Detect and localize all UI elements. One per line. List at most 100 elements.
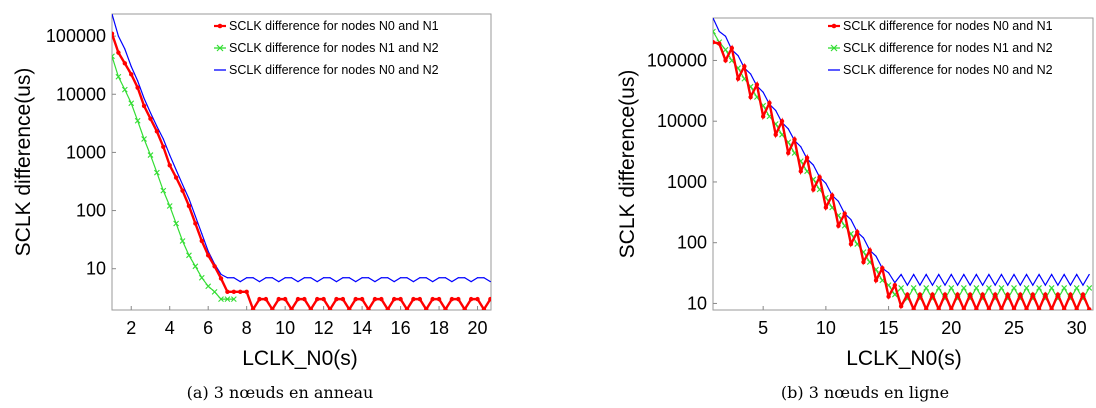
data-point [1073, 285, 1080, 291]
x-tick-label: 30 [1067, 318, 1087, 338]
data-point [969, 284, 971, 286]
data-point [913, 273, 915, 275]
x-tick-label: 25 [1004, 318, 1024, 338]
data-point [906, 284, 908, 286]
x-tick-label: 20 [941, 318, 961, 338]
data-point [938, 273, 940, 275]
data-point [361, 277, 363, 279]
data-point [419, 277, 421, 279]
y-tick-label: 10 [86, 259, 106, 279]
data-point [1069, 284, 1071, 286]
data-point [348, 277, 350, 279]
figure-caption: (b) 3 nœuds en ligne [781, 383, 949, 402]
data-point [754, 82, 760, 87]
data-point [456, 296, 461, 302]
data-point [723, 58, 728, 63]
data-point [925, 273, 927, 275]
data-point [967, 292, 973, 297]
data-point [226, 277, 228, 279]
data-point [406, 277, 408, 279]
data-point [867, 248, 872, 253]
data-point [974, 307, 979, 310]
data-point [1013, 273, 1015, 275]
x-tick-label: 2 [126, 318, 136, 338]
data-point [334, 296, 339, 302]
data-point [411, 296, 416, 302]
data-point [1011, 285, 1017, 291]
data-point [342, 277, 344, 279]
data-point [244, 289, 249, 295]
data-layer [112, 14, 491, 310]
data-point [289, 307, 294, 310]
legend-label: SCLK difference for nodes N0 and N1 [843, 19, 1053, 33]
data-point [417, 296, 423, 302]
chart-panel-b: 10 100 1000 10000 100000 5 10 15 20 25 30 LCLK_N0(s… [616, 17, 1094, 402]
plot-frame [712, 17, 1094, 311]
data-point [1044, 284, 1046, 286]
data-point [246, 277, 248, 279]
data-point [1080, 292, 1086, 297]
data-point [737, 55, 739, 57]
x-tick-label: 5 [758, 318, 768, 338]
data-point [949, 307, 954, 310]
data-point [193, 221, 198, 226]
data-point [892, 282, 898, 288]
data-point [252, 277, 254, 279]
data-point [742, 64, 747, 69]
data-point [329, 277, 331, 279]
data-point [988, 273, 990, 275]
y-tick-label: 100 [76, 201, 106, 221]
data-point [804, 155, 810, 160]
data-point [823, 205, 829, 210]
data-point [233, 277, 235, 279]
data-point [919, 284, 921, 286]
data-point [303, 277, 305, 279]
data-point [156, 125, 158, 127]
data-point [861, 259, 866, 265]
data-point [1026, 273, 1028, 275]
data-point [923, 285, 930, 291]
data-point [825, 182, 827, 184]
data-point [430, 296, 435, 302]
x-axis-title: LCLK_N0(s) [242, 347, 358, 370]
data-point [167, 163, 172, 168]
legend-label: SCLK difference for nodes N0 and N1 [229, 19, 439, 33]
data-point [1049, 307, 1054, 310]
data-point [201, 233, 203, 235]
data-point [321, 296, 326, 302]
data-point [1032, 284, 1034, 286]
x-tick-label: 8 [242, 318, 252, 338]
data-point [353, 296, 358, 302]
data-point [323, 277, 325, 279]
y-tick-label: 100000 [647, 50, 707, 70]
data-point [900, 273, 902, 275]
data-point [173, 220, 180, 227]
data-point [1087, 307, 1092, 310]
data-point [936, 307, 941, 310]
x-tick-label: 15 [879, 318, 899, 338]
data-point [302, 296, 307, 302]
data-point [315, 296, 320, 302]
x-tick-label: 4 [165, 318, 175, 338]
data-point [994, 284, 996, 286]
data-point [218, 296, 224, 303]
data-point [792, 137, 797, 142]
data-point [347, 307, 352, 310]
data-point [310, 277, 312, 279]
data-point [760, 114, 766, 119]
data-point [1076, 273, 1078, 275]
data-point [722, 46, 729, 53]
x-tick-label: 12 [314, 318, 334, 338]
y-axis-title: SCLK difference(us) [12, 68, 35, 257]
data-point [975, 273, 977, 275]
data-point [1068, 292, 1073, 297]
data-point [477, 277, 479, 279]
y-tick-label: 100000 [46, 26, 106, 46]
data-point [1019, 284, 1021, 286]
data-point [748, 94, 753, 100]
data-point [368, 277, 370, 279]
data-point [787, 128, 789, 130]
legend-label: SCLK difference for nodes N1 and N2 [229, 41, 439, 55]
data-point [812, 164, 814, 166]
